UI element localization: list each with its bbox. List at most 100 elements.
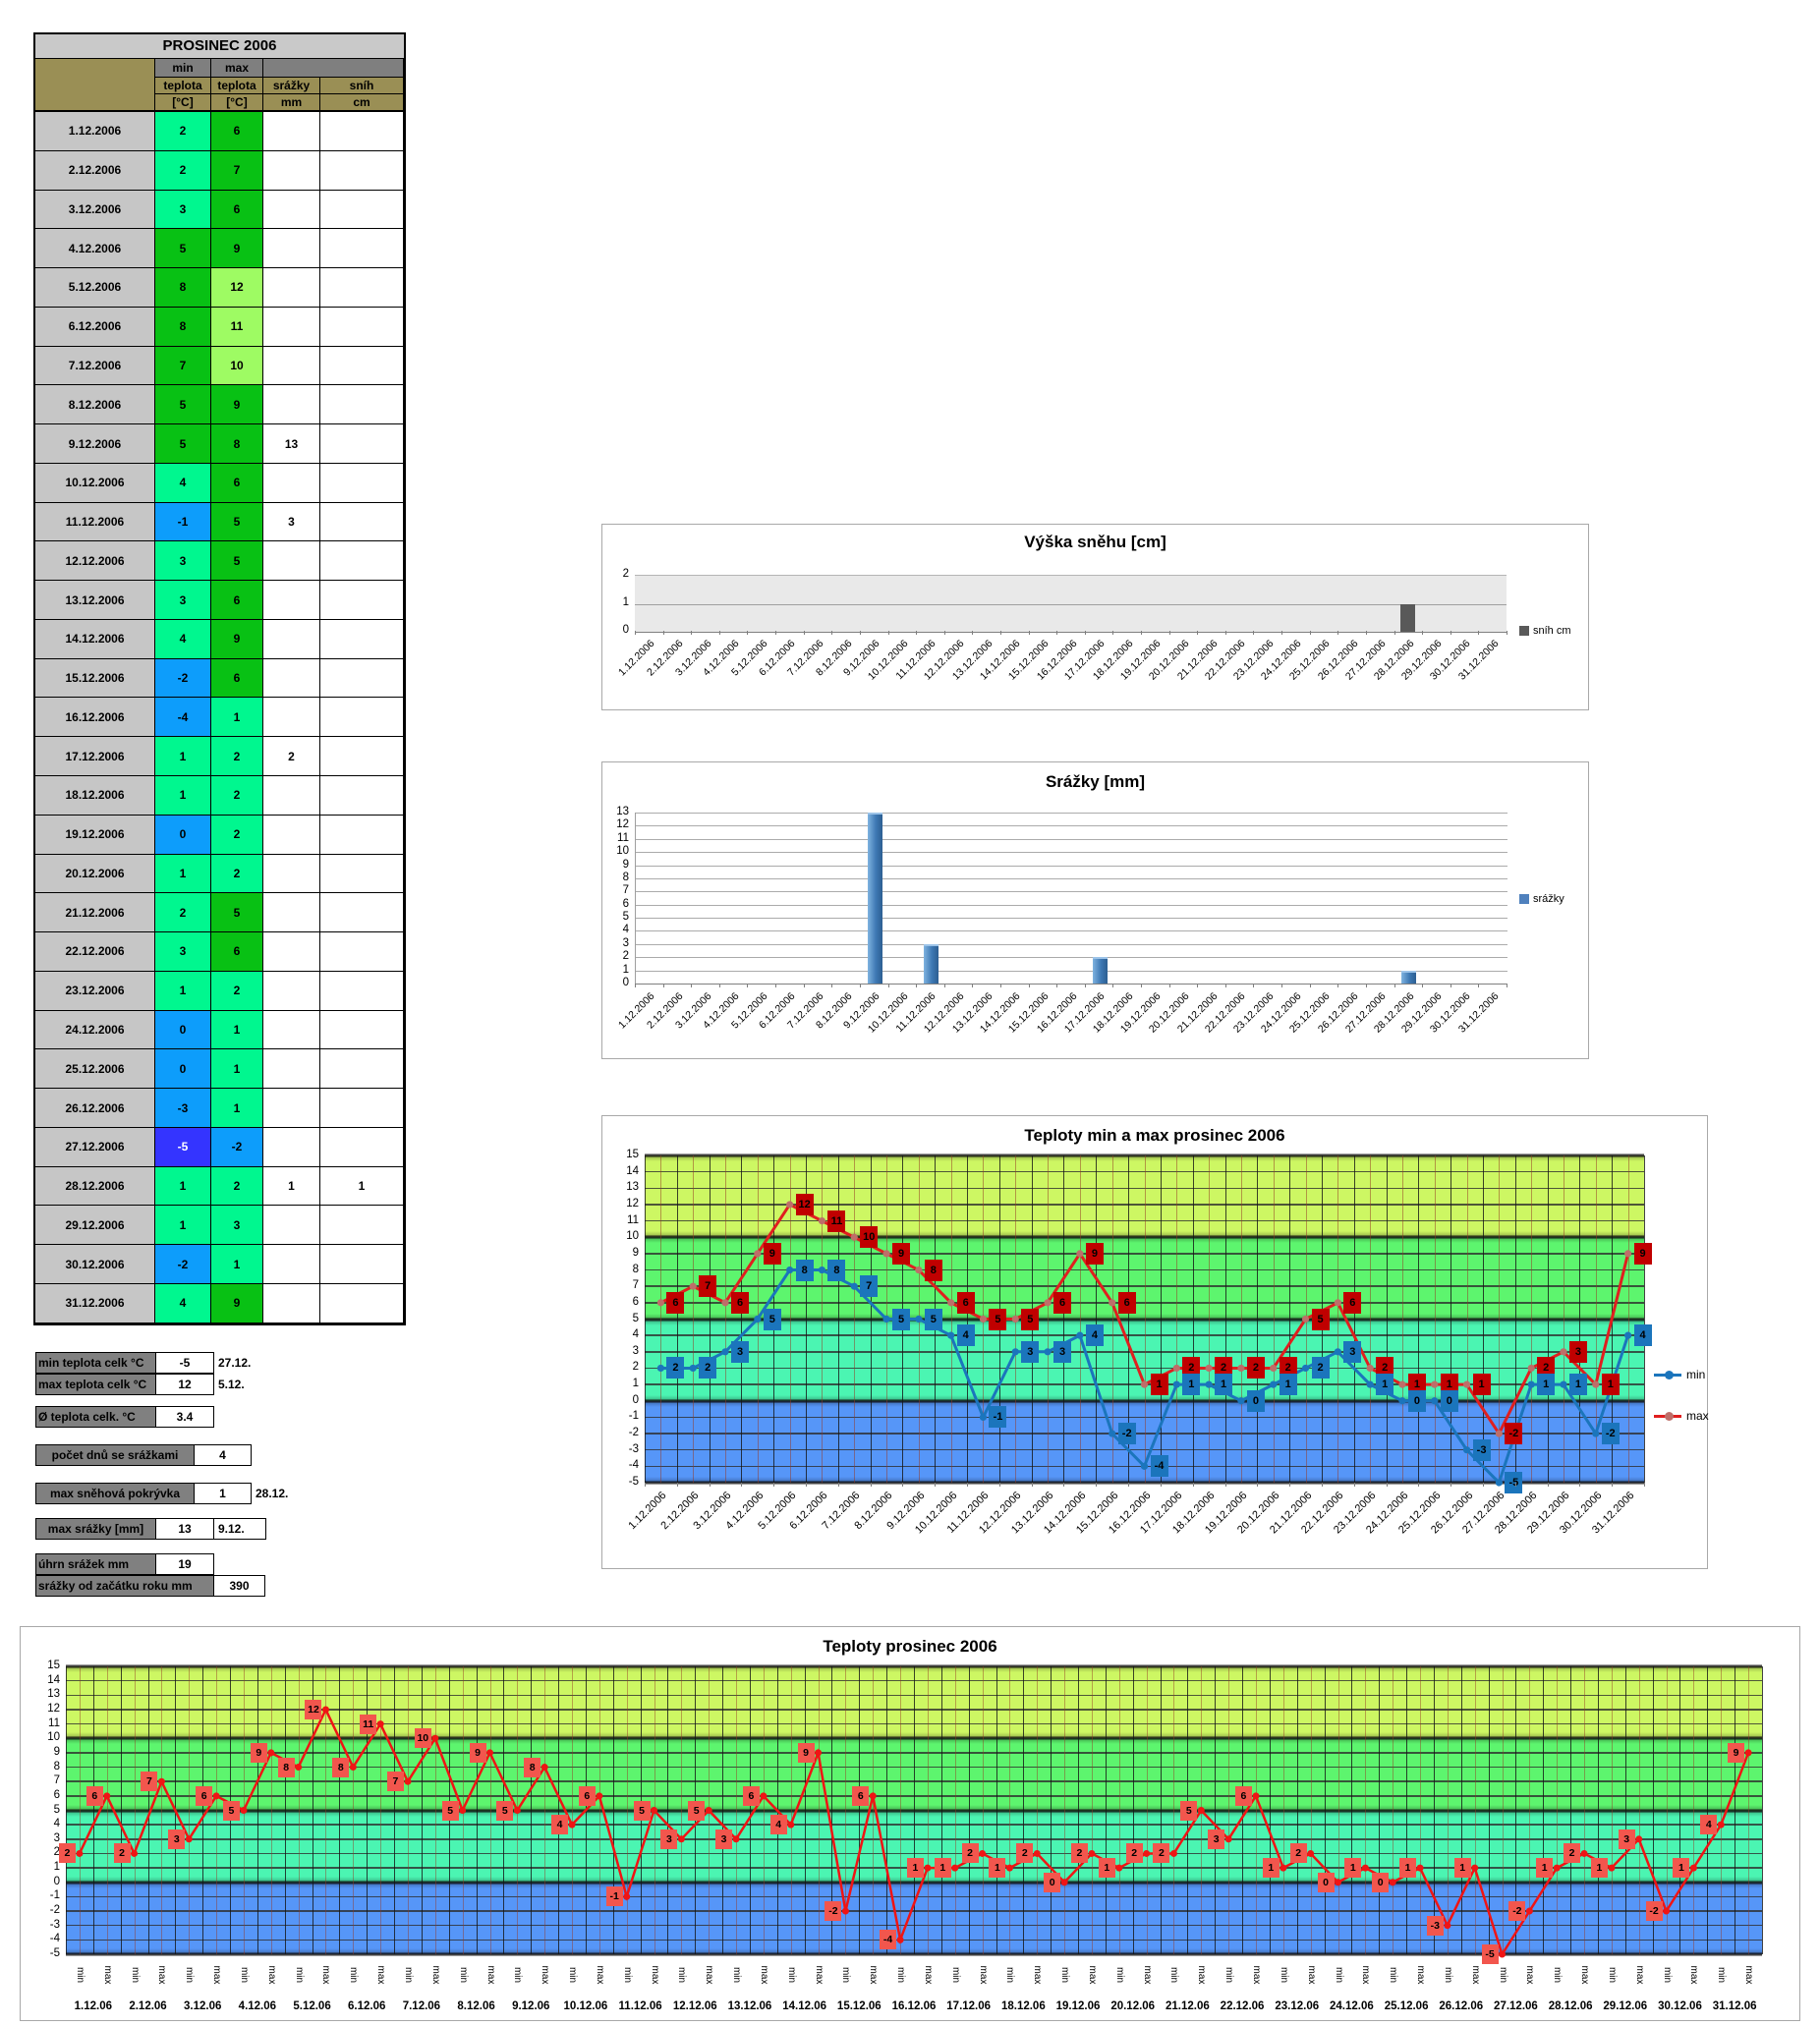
date-cell: 15.12.2006	[35, 658, 155, 699]
summary-note: 27.12.	[218, 1356, 252, 1370]
v-minor-gridline	[1209, 1155, 1211, 1483]
v-gridline	[558, 1666, 560, 1954]
y-axis-label: 4	[632, 1328, 639, 1341]
sequence-data-label: 6	[1234, 1785, 1252, 1806]
y-axis-label: 14	[47, 1673, 60, 1686]
max-temp-cell: 1	[211, 698, 263, 738]
minmax-axis-label: max	[1415, 1965, 1427, 1985]
x-tick	[1253, 631, 1255, 635]
sequence-data-label: 1	[1098, 1858, 1115, 1879]
min-temp-cell: 8	[155, 268, 211, 308]
srazky-cell	[263, 1049, 320, 1090]
minmax-axis-label: max	[1469, 1965, 1481, 1985]
v-minor-gridline	[626, 1666, 628, 1954]
y-axis-label: -4	[628, 1459, 639, 1472]
sequence-chart-title: Teploty prosinec 2006	[823, 1637, 997, 1656]
snow-legend-label: sníh cm	[1533, 625, 1571, 637]
v-gridline	[394, 1666, 396, 1954]
v-gridline	[1324, 1666, 1326, 1954]
min-temp-cell: -1	[155, 502, 211, 542]
v-gridline	[339, 1666, 341, 1954]
gridline	[636, 865, 1507, 867]
x-tick	[859, 984, 861, 987]
snih-cell	[320, 854, 404, 894]
date-cell: 31.12.2006	[35, 1283, 155, 1323]
sequence-data-label: 8	[332, 1757, 350, 1777]
table-body: 1.12.2006 2 6 2.12.2006 2 7 3.12.2006 3 6 4.12.20…	[35, 112, 404, 1323]
sequence-data-label: 6	[852, 1785, 870, 1806]
srazky-cell	[263, 1127, 320, 1167]
v-minor-gridline	[134, 1666, 136, 1954]
x-tick	[1321, 1483, 1323, 1487]
x-tick	[837, 1483, 839, 1487]
minmax-axis-label: min	[348, 1966, 360, 1984]
v-gridline	[804, 1666, 806, 1954]
v-minor-gridline	[1228, 1666, 1230, 1954]
sequence-data-label: 9	[1728, 1742, 1745, 1763]
minmax-axis-label: max	[1743, 1965, 1755, 1985]
sequence-data-label: 2	[1564, 1843, 1581, 1864]
v-gridline	[1063, 1155, 1065, 1483]
date-group-label: 31.12.06	[1712, 2000, 1757, 2012]
rain-plot	[635, 813, 1507, 985]
date-cell: 11.12.2006	[35, 502, 155, 542]
gridline	[636, 970, 1507, 972]
max-temp-cell: 9	[211, 385, 263, 425]
date-group-label: 26.12.06	[1439, 2000, 1484, 2012]
min-temp-cell: -2	[155, 658, 211, 699]
gridline	[636, 891, 1507, 893]
v-gridline	[1406, 1666, 1408, 1954]
v-minor-gridline	[1111, 1155, 1113, 1483]
date-group-label: 3.12.06	[184, 2000, 222, 2012]
sequence-data-label: 10	[414, 1728, 431, 1749]
minmax-chart-title: Teploty min a max prosinec 2006	[1024, 1126, 1285, 1145]
y-axis-label: 2	[53, 1846, 60, 1859]
max-temp-cell: 5	[211, 893, 263, 933]
v-minor-gridline	[736, 1666, 738, 1954]
minmax-axis-label: max	[1032, 1965, 1044, 1985]
max-temp-cell: 11	[211, 307, 263, 347]
y-axis-label: 10	[47, 1731, 60, 1744]
y-axis-label: 0	[53, 1875, 60, 1887]
x-tick	[972, 631, 974, 635]
summary-row: min teplota celk °C -5 27.12.	[35, 1352, 251, 1374]
rain-legend-label: srážky	[1533, 893, 1564, 905]
date-cell: 29.12.2006	[35, 1206, 155, 1246]
v-gridline	[1289, 1155, 1291, 1483]
srazky-cell	[263, 307, 320, 347]
max-data-label: 5	[989, 1308, 1007, 1330]
v-gridline	[749, 1666, 751, 1954]
srazky-cell	[263, 893, 320, 933]
v-minor-gridline	[407, 1666, 409, 1954]
max-data-label: 2	[1279, 1357, 1297, 1379]
y-axis-label: 7	[632, 1279, 639, 1292]
y-axis-label: 6	[632, 1295, 639, 1308]
min-temp-cell: 0	[155, 815, 211, 855]
x-tick	[1253, 984, 1255, 987]
date-cell: 26.12.2006	[35, 1089, 155, 1128]
max-temp-cell: 2	[211, 971, 263, 1011]
x-tick	[1141, 631, 1143, 635]
y-axis-label: 15	[626, 1149, 639, 1160]
minmax-axis-label: min	[785, 1966, 797, 1984]
y-axis-label: 13	[47, 1688, 60, 1701]
date-cell: 27.12.2006	[35, 1127, 155, 1167]
x-tick	[1257, 1483, 1259, 1487]
v-minor-gridline	[1666, 1666, 1668, 1954]
max-temp-cell: -2	[211, 1127, 263, 1167]
min-data-label: 2	[699, 1357, 717, 1379]
max-temp-cell: 6	[211, 658, 263, 699]
srazky-cell	[263, 1089, 320, 1128]
v-minor-gridline	[1638, 1666, 1640, 1954]
minmax-axis-label: max	[156, 1965, 168, 1985]
summary-row: úhrn srážek mm 19	[35, 1553, 214, 1575]
v-gridline	[1224, 1155, 1226, 1483]
x-tick	[859, 631, 861, 635]
minmax-axis-label: min	[1497, 1966, 1508, 1984]
date-group-label: 14.12.06	[782, 2000, 827, 2012]
v-minor-gridline	[1595, 1155, 1597, 1483]
min-temp-cell: -2	[155, 1245, 211, 1284]
v-minor-gridline	[353, 1666, 355, 1954]
sequence-data-label: 5	[1180, 1800, 1198, 1821]
max-legend-label: max	[1686, 1409, 1709, 1423]
